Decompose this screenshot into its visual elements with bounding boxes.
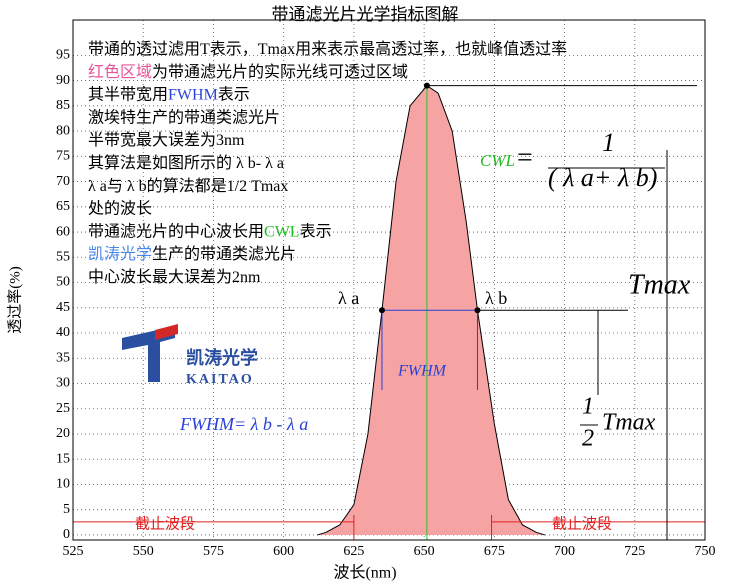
note-segment: λ a与 λ b的算法都是1/2 Tmax xyxy=(88,175,288,194)
note-segment: 处的波长 xyxy=(88,199,152,217)
note-segment: 带通的透过滤用T表示，Tmax用来表示最高透过率，也就峰值透过率 xyxy=(88,40,567,58)
note-line: 半带宽最大误差为3nm xyxy=(88,131,245,149)
note-segment: 凯涛光学 xyxy=(88,245,152,263)
annotation: FWHM= λ b - λ a xyxy=(179,414,308,434)
x-tick-label: 750 xyxy=(695,544,716,559)
annotation: ( λ a+ λ b) xyxy=(548,163,657,192)
note-segment: 红色区域 xyxy=(88,62,152,80)
y-tick-label: 50 xyxy=(56,275,70,290)
y-tick-label: 55 xyxy=(56,250,70,265)
note-segment: CWL xyxy=(264,223,300,240)
logo-name: 凯涛光学 xyxy=(186,347,258,368)
lambda-b-dot xyxy=(474,307,481,314)
y-tick-label: 90 xyxy=(56,73,70,88)
note-line: 中心波长最大误差为2nm xyxy=(88,268,261,286)
y-tick-label: 70 xyxy=(56,174,70,189)
note-line: 带通的透过滤用T表示，Tmax用来表示最高透过率，也就峰值透过率 xyxy=(88,40,567,58)
x-tick-label: 600 xyxy=(273,544,294,559)
annotation: λ a xyxy=(338,288,359,308)
curve xyxy=(317,84,546,536)
note-segment: 中心波长最大误差为2nm xyxy=(88,268,261,286)
note-segment: 为带通滤光片的实际光线可透过区域 xyxy=(152,62,408,80)
note-segment: 表示 xyxy=(218,85,250,103)
note-segment: 半带宽最大误差为3nm xyxy=(88,131,245,149)
logo-icon xyxy=(122,324,178,382)
chart-title: 带通滤光片光学指标图解 xyxy=(272,5,459,24)
note-line: 处的波长 xyxy=(88,199,152,217)
y-tick-label: 40 xyxy=(56,325,70,340)
note-line: 其半带宽用FWHM表示 xyxy=(88,85,250,103)
annotation: 截止波段 xyxy=(552,515,612,532)
y-tick-label: 85 xyxy=(56,98,70,113)
y-tick-label: 30 xyxy=(56,376,70,391)
note-segment: 其半带宽用 xyxy=(88,85,168,103)
y-tick-label: 5 xyxy=(63,502,70,517)
annotation: 1 xyxy=(582,394,594,420)
note-line: 其算法是如图所示的 λ b- λ a xyxy=(88,153,284,172)
note-segment: 生产的带通类滤光片 xyxy=(152,245,296,263)
x-tick-label: 625 xyxy=(343,544,364,559)
peak-dot xyxy=(423,82,430,89)
lambda-a-dot xyxy=(378,307,385,314)
y-tick-label: 60 xyxy=(56,224,70,239)
annotation: λ b xyxy=(485,288,507,308)
x-tick-label: 575 xyxy=(203,544,224,559)
y-tick-label: 20 xyxy=(56,426,70,441)
annotation: Tmax xyxy=(628,269,691,300)
plot-frame xyxy=(72,19,706,541)
x-tick-label: 700 xyxy=(554,544,575,559)
y-tick-label: 35 xyxy=(56,350,70,365)
y-tick-label: 65 xyxy=(56,199,70,214)
y-tick-label: 10 xyxy=(56,477,70,492)
note-segment: 激埃特生产的带通类滤光片 xyxy=(88,108,280,126)
y-tick-label: 45 xyxy=(56,300,70,315)
y-tick-label: 0 xyxy=(63,527,70,542)
note-line: 激埃特生产的带通类滤光片 xyxy=(88,108,280,126)
note-segment: 表示 xyxy=(300,222,332,240)
note-line: λ a与 λ b的算法都是1/2 Tmax xyxy=(88,175,288,194)
note-segment: 带通滤光片的中心波长用 xyxy=(88,222,264,240)
logo-subtitle: KAITAO xyxy=(186,372,254,387)
x-tick-label: 525 xyxy=(63,544,84,559)
x-tick-label: 650 xyxy=(414,544,435,559)
annotation: Tmax xyxy=(602,410,656,436)
y-tick-label: 25 xyxy=(56,401,70,416)
annotation: 2 xyxy=(582,426,594,452)
annotation: CWL xyxy=(480,151,515,170)
note-line: 红色区域为带通滤光片的实际光线可透过区域 xyxy=(88,62,408,80)
x-tick-label: 550 xyxy=(133,544,154,559)
note-line: 凯涛光学生产的带通类滤光片 xyxy=(88,245,296,263)
x-tick-label: 725 xyxy=(624,544,645,559)
annotation: FWHM xyxy=(397,363,448,380)
y-axis-label: 透过率(%) xyxy=(6,266,23,334)
x-tick-label: 675 xyxy=(484,544,505,559)
y-tick-label: 15 xyxy=(56,451,70,466)
x-axis-label: 波长(nm) xyxy=(333,564,396,582)
annotation: 截止波段 xyxy=(135,515,195,532)
annotation: 1 xyxy=(602,128,615,157)
note-segment: FWHM xyxy=(168,86,218,103)
y-tick-label: 75 xyxy=(56,149,70,164)
note-line: 带通滤光片的中心波长用CWL表示 xyxy=(88,222,332,240)
y-tick-label: 95 xyxy=(56,48,70,63)
y-tick-label: 80 xyxy=(56,123,70,138)
note-segment: 其算法是如图所示的 λ b- λ a xyxy=(88,153,284,172)
annotation: = xyxy=(517,142,533,173)
